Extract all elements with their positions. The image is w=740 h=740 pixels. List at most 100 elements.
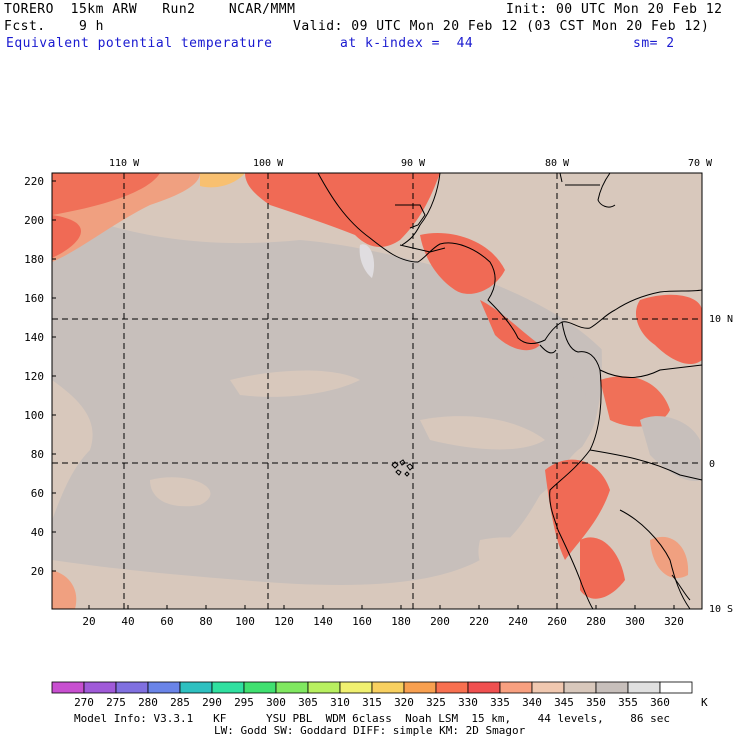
colorbar-swatch xyxy=(435,681,469,694)
colorbar-swatch xyxy=(563,681,597,694)
x-tick: 180 xyxy=(391,615,411,628)
level-info: at k-index = 44 xyxy=(340,36,474,51)
colorbar-label: 270 xyxy=(74,696,94,709)
y-tick: 20 xyxy=(31,565,44,578)
x-tick: 220 xyxy=(469,615,489,628)
y-tick: 140 xyxy=(24,331,44,344)
y-tick: 120 xyxy=(24,370,44,383)
colorbar-label: 290 xyxy=(202,696,222,709)
colorbar-swatch xyxy=(275,681,309,694)
colorbar-label: 355 xyxy=(618,696,638,709)
hot-region-mexico xyxy=(245,173,440,247)
colorbar-label: 280 xyxy=(138,696,158,709)
colorbar-label: 320 xyxy=(394,696,414,709)
x-tick: 60 xyxy=(160,615,173,628)
colorbar xyxy=(51,681,693,694)
colorbar-swatch xyxy=(51,681,85,694)
cool-region-amazon xyxy=(640,416,702,481)
y-tick: 220 xyxy=(24,175,44,188)
x-tick: 280 xyxy=(586,615,606,628)
warm-patch-mid xyxy=(230,370,360,397)
lon-label: 80 W xyxy=(545,158,570,169)
colorbar-swatch xyxy=(403,681,437,694)
colorbar-label: 300 xyxy=(266,696,286,709)
colorbar-swatch xyxy=(83,681,117,694)
x-tick: 140 xyxy=(313,615,333,628)
hot-spot-top xyxy=(200,173,245,188)
y-tick: 160 xyxy=(24,292,44,305)
x-tick: 100 xyxy=(235,615,255,628)
init-time: Init: 00 UTC Mon 20 Feb 12 xyxy=(506,2,723,17)
x-tick: 200 xyxy=(430,615,450,628)
colorbar-swatch xyxy=(627,681,661,694)
hot-region-andes-north xyxy=(600,376,670,427)
colorbar-swatch xyxy=(307,681,341,694)
colorbar-swatch xyxy=(211,681,245,694)
hot-region-ecuador-peru xyxy=(545,459,610,560)
bottom-tick-marks xyxy=(88,605,675,609)
colorbar-swatch xyxy=(467,681,501,694)
colorbar-label: 310 xyxy=(330,696,350,709)
colorbar-swatch xyxy=(179,681,213,694)
y-tick: 100 xyxy=(24,409,44,422)
colorbar-swatch xyxy=(147,681,181,694)
colorbar-swatch xyxy=(595,681,629,694)
x-tick: 300 xyxy=(625,615,645,628)
colorbar-swatch xyxy=(659,681,693,694)
y-tick: 60 xyxy=(31,487,44,500)
colorbar-swatch xyxy=(243,681,277,694)
warm-patch-southeast xyxy=(478,537,547,582)
x-tick: 40 xyxy=(121,615,134,628)
map-plot xyxy=(51,172,703,610)
colorbar-swatch xyxy=(339,681,373,694)
right-latitude-labels: 10 N 0 10 S xyxy=(709,314,733,615)
left-axis-ticks: 220 200 180 160 140 120 100 80 60 40 20 xyxy=(24,175,44,578)
colorbar-label: 305 xyxy=(298,696,318,709)
colorbar-label: 315 xyxy=(362,696,382,709)
x-tick: 120 xyxy=(274,615,294,628)
warm-patch-east xyxy=(420,416,545,450)
lat-label: 10 S xyxy=(709,604,733,615)
colorbar-label: 295 xyxy=(234,696,254,709)
lon-label: 110 W xyxy=(109,158,140,169)
hot-patch-nw xyxy=(52,215,81,258)
colorbar-label: 335 xyxy=(490,696,510,709)
physics-info: LW: Godd SW: Goddard DIFF: simple KM: 2D… xyxy=(214,724,526,737)
smoothing-info: sm= 2 xyxy=(633,36,675,51)
colorbar-swatch xyxy=(499,681,533,694)
lon-label: 90 W xyxy=(401,158,426,169)
forecast-hour: Fcst. 9 h xyxy=(4,19,104,34)
field-name: Equivalent potential temperature xyxy=(6,36,273,51)
hot-region-peru-south xyxy=(580,537,625,599)
colorbar-swatch xyxy=(371,681,405,694)
bottom-axis-ticks: 20 40 60 80 100 120 140 160 180 200 220 … xyxy=(82,615,684,628)
map-border xyxy=(51,172,703,610)
colorbar-labels: 270 275 280 285 290 295 300 305 310 315 320 325 330 3… xyxy=(74,696,670,709)
top-longitude-labels: 110 W 100 W 90 W 80 W 70 W xyxy=(109,158,713,169)
colorbar-label: 345 xyxy=(554,696,574,709)
warm-patch-southwest xyxy=(52,570,77,609)
left-tick-marks xyxy=(52,180,56,572)
model-info: Model Info: V3.3.1 KF YSU PBL WDM 6class… xyxy=(74,712,671,725)
colorbar-swatch xyxy=(531,681,565,694)
y-tick: 40 xyxy=(31,526,44,539)
coastlines xyxy=(317,172,703,610)
warm-patch-west xyxy=(52,380,93,520)
valid-time: Valid: 09 UTC Mon 20 Feb 12 (03 CST Mon … xyxy=(293,19,710,34)
hot-region-central-america xyxy=(420,233,505,294)
colorbar-label: 285 xyxy=(170,696,190,709)
x-tick: 20 xyxy=(82,615,95,628)
lat-label: 10 N xyxy=(709,314,733,325)
x-tick: 160 xyxy=(352,615,372,628)
y-tick: 180 xyxy=(24,253,44,266)
hot-band-nw xyxy=(52,173,160,215)
lat-lon-grid xyxy=(52,173,702,609)
x-tick: 240 xyxy=(508,615,528,628)
lon-label: 100 W xyxy=(253,158,284,169)
colorbar-label: 275 xyxy=(106,696,126,709)
x-tick: 260 xyxy=(547,615,567,628)
colorbar-label: 360 xyxy=(650,696,670,709)
colorbar-label: 350 xyxy=(586,696,606,709)
x-tick: 80 xyxy=(199,615,212,628)
